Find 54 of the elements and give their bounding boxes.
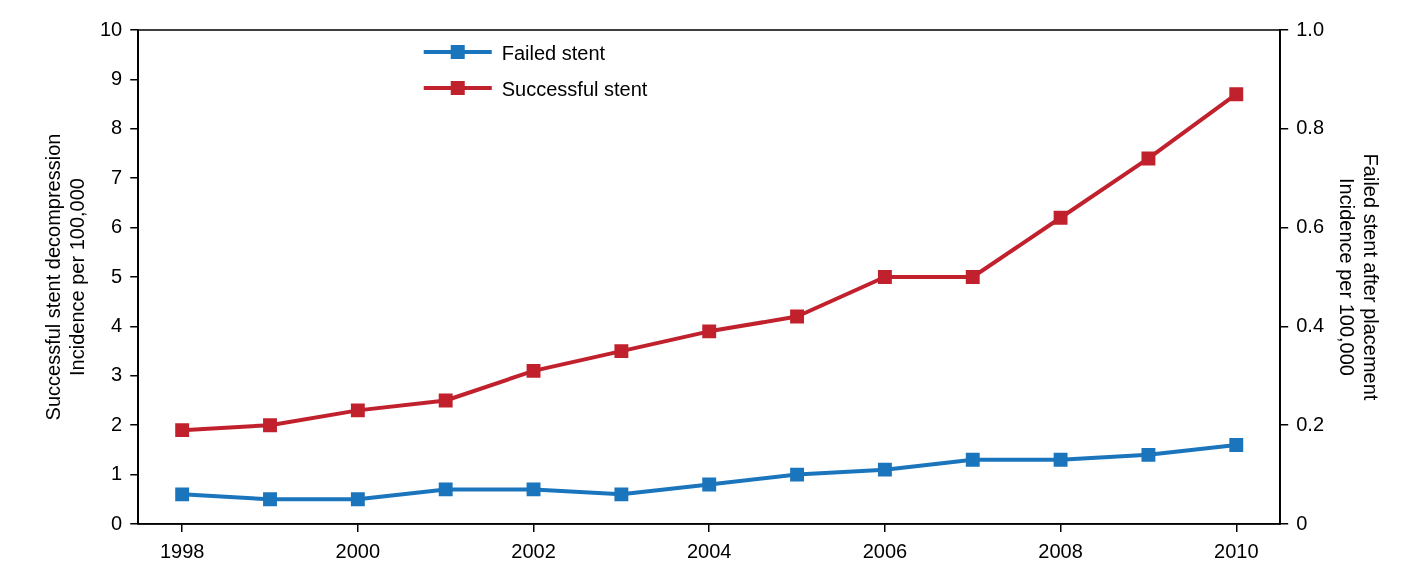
y2-tick-label: 0 <box>1296 511 1308 534</box>
point <box>790 309 805 324</box>
point <box>526 363 541 378</box>
y2-tick-label: 0.8 <box>1296 116 1325 139</box>
point <box>702 324 717 339</box>
x-tick-label: 2004 <box>686 539 732 562</box>
point <box>614 344 629 359</box>
y-tick-label: 3 <box>111 363 123 386</box>
point <box>526 482 541 497</box>
y2-tick-label: 0.4 <box>1296 313 1325 336</box>
point <box>965 270 980 284</box>
point <box>1053 210 1068 225</box>
point <box>702 477 717 492</box>
point <box>965 452 980 467</box>
y-tick-label: 5 <box>111 264 123 287</box>
point <box>1141 151 1156 166</box>
y-tick-label: 9 <box>111 66 123 89</box>
point <box>1229 87 1244 102</box>
y2-tick-label: 1.0 <box>1296 17 1325 40</box>
y-axis-title: Successful stent decompression Incidence per 100,000 <box>41 133 88 421</box>
legend-label: Successful stent <box>501 77 648 100</box>
y-tick-label: 0 <box>111 511 123 534</box>
y-tick-label: 10 <box>100 17 123 40</box>
point <box>438 393 453 408</box>
point <box>263 492 277 507</box>
y-tick-label: 2 <box>111 412 123 435</box>
point <box>1229 438 1244 452</box>
point <box>350 492 365 507</box>
point <box>175 423 190 438</box>
x-tick-label: 2008 <box>1038 539 1083 562</box>
y2-tick-label: 0.6 <box>1296 215 1325 238</box>
y-tick-label: 8 <box>111 116 123 139</box>
x-tick-label: 2002 <box>511 539 556 562</box>
y2-axis-title: Failed stent after placement Incidence per 100,000 <box>1336 153 1383 401</box>
point <box>790 467 805 482</box>
legend-label: Failed stent <box>501 41 606 64</box>
x-tick-label: 2010 <box>1214 539 1259 562</box>
point <box>263 418 277 433</box>
point <box>1053 452 1068 467</box>
y-tick-label: 7 <box>111 165 123 188</box>
x-tick-label: 2006 <box>862 539 908 562</box>
point <box>877 462 892 477</box>
point <box>175 487 190 502</box>
point <box>350 403 365 418</box>
y-tick-label: 6 <box>111 215 123 238</box>
x-tick-label: 1998 <box>159 539 205 562</box>
y2-tick-label: 0.2 <box>1296 412 1325 435</box>
point <box>877 270 892 284</box>
point <box>1141 447 1156 462</box>
x-tick-label: 2000 <box>335 539 381 562</box>
point <box>614 487 629 502</box>
y-tick-label: 4 <box>111 313 123 336</box>
y-tick-label: 1 <box>111 462 123 485</box>
point <box>438 482 453 497</box>
